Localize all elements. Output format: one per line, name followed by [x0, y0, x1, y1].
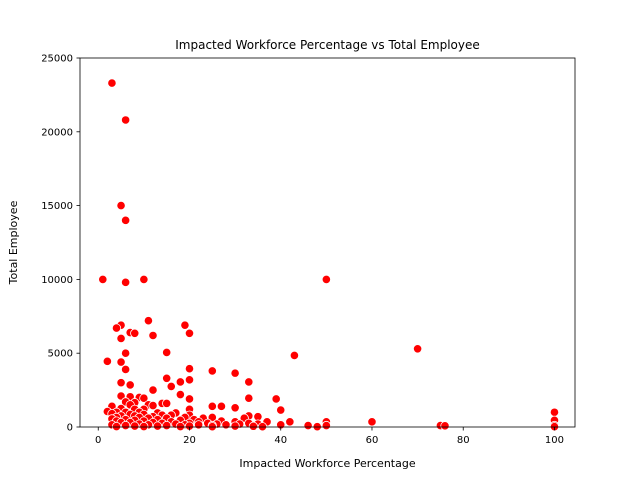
scatter-point-11 — [180, 320, 190, 330]
y-axis-label: Total Employee — [7, 200, 20, 285]
scatter-point-32 — [125, 380, 135, 390]
scatter-point-58 — [276, 405, 286, 415]
scatter-point-123 — [162, 420, 172, 431]
scatter-point-33 — [166, 381, 176, 392]
x-tick-label-60: 60 — [366, 435, 379, 446]
scatter-point-7 — [321, 274, 331, 284]
scatter-point-49 — [148, 400, 158, 411]
scatter-point-51 — [207, 401, 217, 411]
scatter-point-52 — [216, 401, 227, 411]
scatter-point-0 — [107, 78, 117, 88]
x-tick-label-20: 20 — [183, 435, 196, 446]
scatter-point-41 — [184, 394, 195, 404]
x-tick-label-100: 100 — [545, 435, 564, 446]
scatter-point-1 — [121, 115, 131, 125]
x-axis-ticks: 0 20 40 60 80 100 — [95, 427, 564, 446]
scatter-point-118 — [221, 420, 231, 430]
scatter-point-100 — [367, 417, 377, 427]
scatter-point-2 — [116, 201, 126, 211]
chart-title: Impacted Workforce Percentage vs Total E… — [175, 38, 480, 52]
scatter-point-18 — [162, 347, 172, 358]
scatter-point-122 — [121, 420, 131, 431]
scatter-point-134 — [111, 421, 122, 432]
scatter-point-4 — [98, 274, 108, 284]
x-tick-label-80: 80 — [457, 435, 470, 446]
scatter-point-16 — [116, 333, 126, 344]
scatter-point-65 — [549, 407, 560, 417]
y-axis-ticks: 0 5000 10000 15000 20000 25000 — [41, 54, 80, 434]
scatter-point-120 — [303, 420, 313, 431]
scatter-point-46 — [162, 398, 172, 408]
scatter-point-3 — [121, 215, 131, 225]
scatter-point-25 — [207, 366, 217, 376]
scatter-point-129 — [152, 421, 163, 431]
scatter-point-132 — [248, 421, 258, 431]
scatter-points — [98, 78, 560, 432]
scatter-point-31 — [116, 378, 126, 388]
scatter-point-35 — [175, 389, 185, 400]
scatter-point-28 — [184, 375, 195, 385]
scatter-point-39 — [139, 393, 149, 403]
scatter-point-22 — [116, 357, 126, 367]
y-tick-label-15000: 15000 — [41, 201, 73, 212]
scatter-point-30 — [244, 377, 254, 387]
scatter-point-13 — [130, 328, 140, 338]
scatter-point-6 — [121, 277, 131, 287]
scatter-point-10 — [111, 323, 122, 333]
scatter-point-29 — [175, 377, 185, 387]
scatter-point-26 — [230, 368, 240, 378]
scatter-point-24 — [121, 364, 131, 375]
scatter-point-19 — [121, 348, 131, 358]
scatter-point-131 — [230, 421, 240, 431]
scatter-point-121 — [321, 420, 331, 431]
scatter-point-15 — [148, 330, 158, 341]
scatter-point-42 — [271, 394, 281, 404]
x-tick-label-0: 0 — [95, 435, 101, 446]
scatter-point-135 — [139, 421, 149, 432]
y-tick-label-10000: 10000 — [41, 275, 73, 286]
scatter-point-126 — [440, 421, 450, 431]
scatter-point-27 — [162, 373, 172, 383]
scatter-point-117 — [194, 420, 204, 430]
scatter-point-136 — [175, 421, 185, 432]
x-axis-label: Impacted Workforce Percentage — [239, 457, 415, 470]
scatter-point-40 — [244, 393, 254, 403]
scatter-point-17 — [412, 344, 423, 354]
scatter-point-98 — [285, 417, 295, 427]
scatter-point-21 — [102, 356, 112, 366]
scatter-point-20 — [289, 350, 300, 361]
y-tick-label-20000: 20000 — [41, 127, 73, 138]
scatter-point-128 — [130, 421, 140, 431]
scatter-point-23 — [184, 364, 195, 374]
scatter-point-34 — [148, 385, 158, 395]
plot-area-frame — [79, 57, 576, 428]
y-tick-label-0: 0 — [67, 423, 73, 434]
scatter-point-53 — [230, 403, 240, 413]
x-tick-label-40: 40 — [274, 435, 287, 446]
scatter-point-8 — [143, 316, 154, 326]
y-tick-label-25000: 25000 — [41, 54, 73, 65]
scatter-point-5 — [139, 274, 149, 284]
y-tick-label-5000: 5000 — [48, 349, 73, 360]
scatter-point-14 — [184, 328, 195, 338]
